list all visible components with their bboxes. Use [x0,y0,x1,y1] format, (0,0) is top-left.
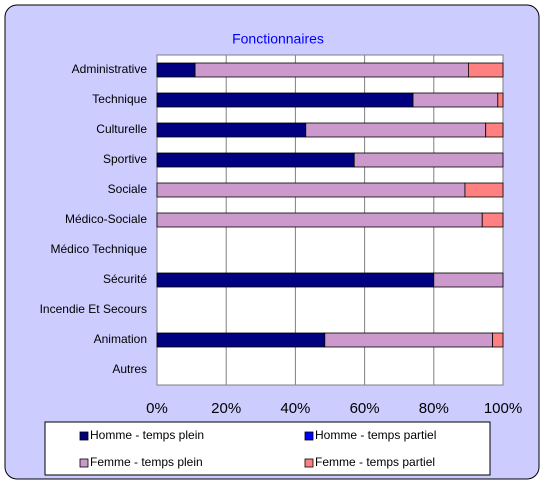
legend-swatch [304,458,314,468]
bar-segment [156,152,355,168]
bar-segment [156,62,196,78]
bar-segment [492,332,504,348]
y-tick-label: Sociale [108,182,148,196]
bar-segment [481,212,504,228]
legend-label: Femme - temps plein [90,455,203,469]
x-tick-label: 60% [350,400,380,417]
y-tick-label: Culturelle [96,122,147,136]
legend-swatch [79,431,89,441]
bar-segment [467,62,504,78]
x-tick-label: 80% [419,400,449,417]
bar-segment [156,92,414,108]
bar-segment [156,332,326,348]
legend [44,421,491,476]
bar-segment [324,332,494,348]
y-tick-label: Autres [112,362,147,376]
bar-segment [497,92,504,108]
bar-segment [353,152,504,168]
x-tick-label: 40% [280,400,310,417]
legend-label: Homme - temps plein [90,428,204,442]
bar-segment [156,212,483,228]
y-tick-label: Administrative [72,62,148,76]
legend-label: Homme - temps partiel [315,428,436,442]
bar-segment [156,122,307,138]
legend-label: Femme - temps partiel [315,455,435,469]
bar-segment [433,272,504,288]
bar-segment [305,122,487,138]
bar-segment [194,62,469,78]
bar-segment [464,182,504,198]
y-tick-label: Incendie Et Secours [40,302,147,316]
y-tick-label: Médico-Sociale [65,212,147,226]
y-tick-label: Technique [92,92,147,106]
legend-swatch [79,458,89,468]
bar-segment [412,92,499,108]
y-tick-label: Sécurité [103,272,147,286]
x-tick-label: 100% [484,400,522,417]
legend-swatch [304,431,314,441]
y-tick-label: Sportive [103,152,147,166]
bar-segment [156,272,435,288]
bar-segment [156,182,466,198]
bar-segment [485,122,504,138]
y-tick-label: Médico Technique [50,242,147,256]
x-tick-label: 0% [146,400,168,417]
x-tick-label: 20% [211,400,241,417]
chart-title: Fonctionnaires [232,31,324,47]
y-tick-label: Animation [94,332,147,346]
